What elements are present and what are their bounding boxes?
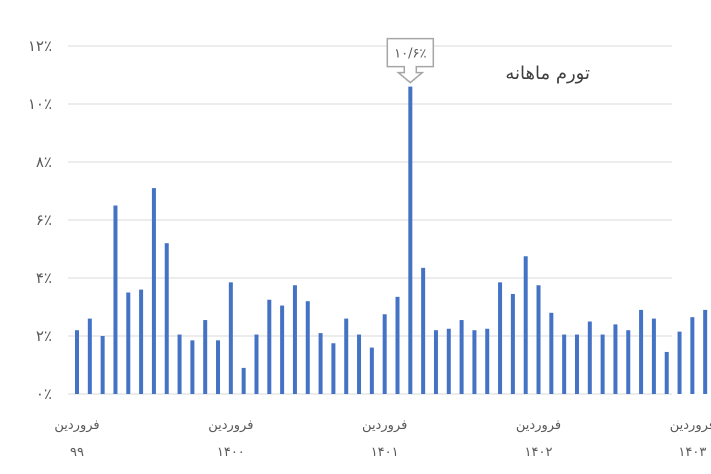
- x-label-month: فروردین: [670, 418, 711, 433]
- bar: [408, 86, 413, 394]
- bar: [690, 317, 695, 394]
- bar: [75, 330, 79, 394]
- bar: [523, 256, 528, 394]
- bar: [139, 289, 144, 394]
- callout-label: ۱۰/۶٪: [394, 47, 426, 62]
- bar: [587, 321, 592, 394]
- bar: [280, 305, 285, 394]
- y-tick-label: ۱۲٪: [28, 37, 52, 55]
- x-label-year: ۱۴۰۱: [371, 445, 399, 460]
- bar: [331, 343, 336, 394]
- y-tick-label: ۱۰٪: [28, 95, 52, 113]
- bar: [113, 205, 118, 394]
- bar: [382, 314, 387, 394]
- bar: [651, 318, 656, 394]
- bar: [241, 367, 246, 394]
- bar: [190, 340, 195, 394]
- bar: [510, 293, 515, 394]
- bar: [421, 267, 426, 394]
- bar: [562, 334, 567, 394]
- bar: [395, 296, 400, 394]
- y-axis-tick-labels: ۰٪ ۲٪ ۴٪ ۶٪ ۸٪ ۱۰٪ ۱۲٪: [28, 37, 52, 403]
- bar: [254, 334, 259, 394]
- x-axis-labels: فروردین ۹۹ فروردین ۱۴۰۰ فروردین ۱۴۰۱ فروردین ۱۴…: [54, 418, 711, 460]
- bar: [369, 347, 374, 394]
- bar: [626, 330, 631, 394]
- x-label-year: ۱۴۰۳: [678, 445, 706, 460]
- bar: [228, 282, 233, 394]
- x-label-year: ۹۹: [70, 445, 84, 460]
- bar: [433, 330, 438, 394]
- chart-title: تورم ماهانه: [505, 63, 590, 84]
- bar: [126, 292, 131, 394]
- bar: [292, 285, 297, 394]
- x-label-month: فروردین: [208, 418, 253, 433]
- bar: [151, 188, 156, 394]
- bar: [216, 340, 221, 394]
- y-tick-label: ۸٪: [36, 153, 52, 171]
- bar: [344, 318, 349, 394]
- bar: [459, 320, 464, 394]
- bar: [536, 285, 541, 394]
- bar: [639, 309, 644, 394]
- bar: [318, 333, 323, 394]
- bar: [357, 334, 362, 394]
- bar: [177, 334, 182, 394]
- bar: [664, 351, 669, 394]
- x-label-month: فروردین: [362, 418, 407, 433]
- bar: [677, 331, 682, 394]
- bar: [600, 334, 605, 394]
- bar-series: [75, 86, 708, 394]
- bar: [164, 243, 169, 394]
- x-label-month: فروردین: [54, 418, 99, 433]
- callouts: ۱۰/۶٪۲/۸٪: [386, 37, 435, 84]
- y-tick-label: ۲٪: [36, 327, 52, 345]
- bar: [446, 328, 451, 394]
- callout-box: [386, 37, 435, 84]
- bar: [305, 301, 310, 394]
- bar: [574, 334, 579, 394]
- bar: [203, 320, 208, 394]
- x-label-month: فروردین: [516, 418, 561, 433]
- bar: [87, 318, 92, 394]
- x-label-year: ۱۴۰۲: [525, 445, 553, 460]
- bar: [472, 330, 477, 394]
- y-tick-label: ۰٪: [36, 385, 52, 403]
- bar: [703, 309, 708, 394]
- x-label-year: ۱۴۰۰: [217, 445, 245, 460]
- y-tick-label: ۴٪: [36, 269, 52, 287]
- y-tick-label: ۶٪: [36, 211, 52, 229]
- bar: [485, 328, 490, 394]
- bar: [267, 299, 272, 394]
- gridlines: [68, 45, 672, 395]
- bar: [549, 312, 554, 394]
- bar: [100, 336, 105, 394]
- bar: [498, 282, 503, 394]
- bar: [613, 324, 618, 394]
